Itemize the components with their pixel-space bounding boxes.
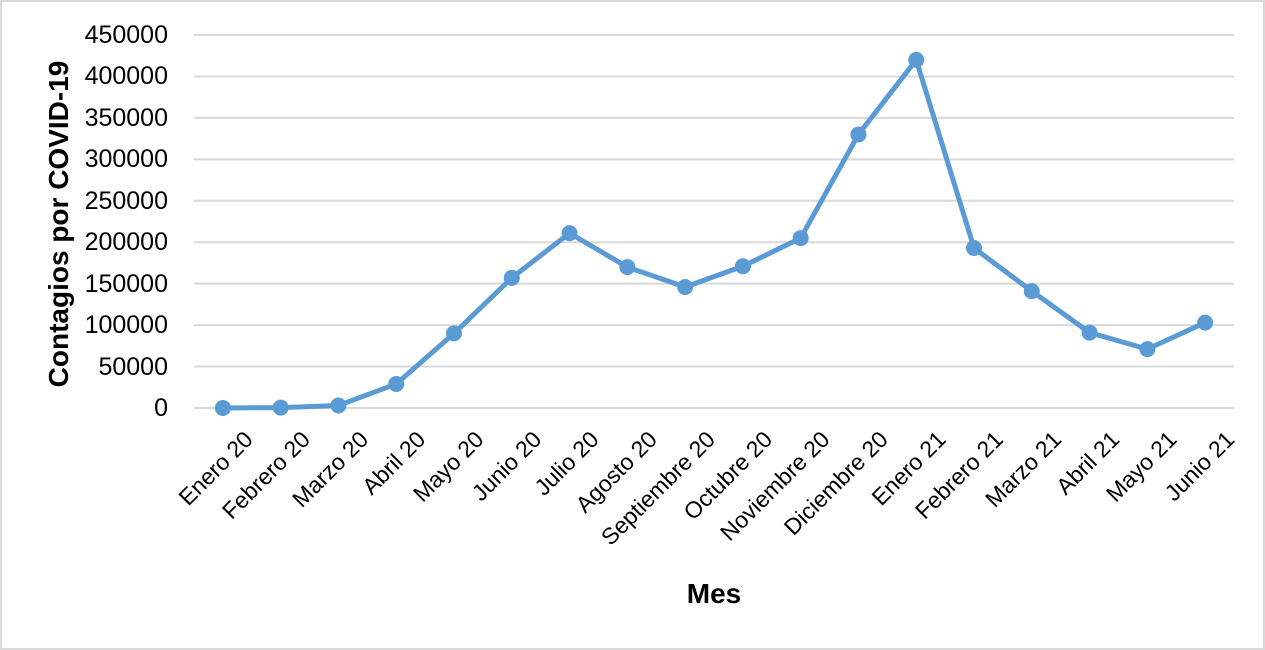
data-point-marker <box>1139 341 1156 358</box>
data-point-marker <box>330 397 347 414</box>
data-point-marker <box>503 269 520 286</box>
data-point-marker <box>908 51 925 68</box>
y-axis-tick-label: 400000 <box>84 62 168 91</box>
y-axis-title: Contagios por COVID-19 <box>43 60 74 388</box>
y-axis-tick-label: 100000 <box>84 311 168 340</box>
data-point-marker <box>677 278 694 295</box>
y-axis-tick-label: 200000 <box>84 228 168 257</box>
data-point-marker <box>446 325 462 342</box>
data-point-marker <box>214 400 231 416</box>
y-axis-tick-label: 300000 <box>84 145 168 174</box>
y-axis-tick-label: 0 <box>154 394 168 422</box>
data-line <box>220 57 1208 411</box>
y-axis-tick-label: 250000 <box>84 186 168 215</box>
y-axis-tick-label: 150000 <box>84 269 168 298</box>
data-point-marker <box>966 240 982 257</box>
data-point-marker <box>272 399 289 416</box>
y-axis-tick-label: 350000 <box>84 103 168 132</box>
y-axis-tick-label: 450000 <box>84 21 168 49</box>
data-point-marker <box>1197 314 1214 331</box>
data-point-marker <box>561 225 578 242</box>
data-point-marker <box>388 375 405 392</box>
x-axis-title: Mes <box>686 578 742 609</box>
data-point-marker <box>1081 324 1098 341</box>
data-point-marker <box>734 258 751 275</box>
data-point-marker <box>619 259 636 276</box>
data-point-marker <box>850 126 867 143</box>
y-axis-tick-label: 50000 <box>98 352 168 381</box>
data-point-marker <box>1023 283 1040 300</box>
data-point-marker <box>792 230 809 247</box>
